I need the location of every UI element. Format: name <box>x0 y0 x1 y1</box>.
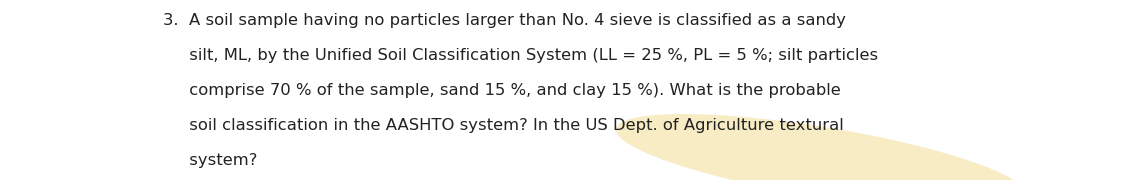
Text: silt, ML, by the Unified Soil Classification System (LL = 25 %, PL = 5 %; silt p: silt, ML, by the Unified Soil Classifica… <box>163 48 879 63</box>
Text: soil classification in the AASHTO system? In the US Dept. of Agriculture textura: soil classification in the AASHTO system… <box>163 118 844 133</box>
Text: system?: system? <box>163 153 258 168</box>
Text: comprise 70 % of the sample, sand 15 %, and clay 15 %). What is the probable: comprise 70 % of the sample, sand 15 %, … <box>163 83 840 98</box>
Text: 3.  A soil sample having no particles larger than No. 4 sieve is classified as a: 3. A soil sample having no particles lar… <box>163 13 846 28</box>
Ellipse shape <box>616 114 1026 180</box>
